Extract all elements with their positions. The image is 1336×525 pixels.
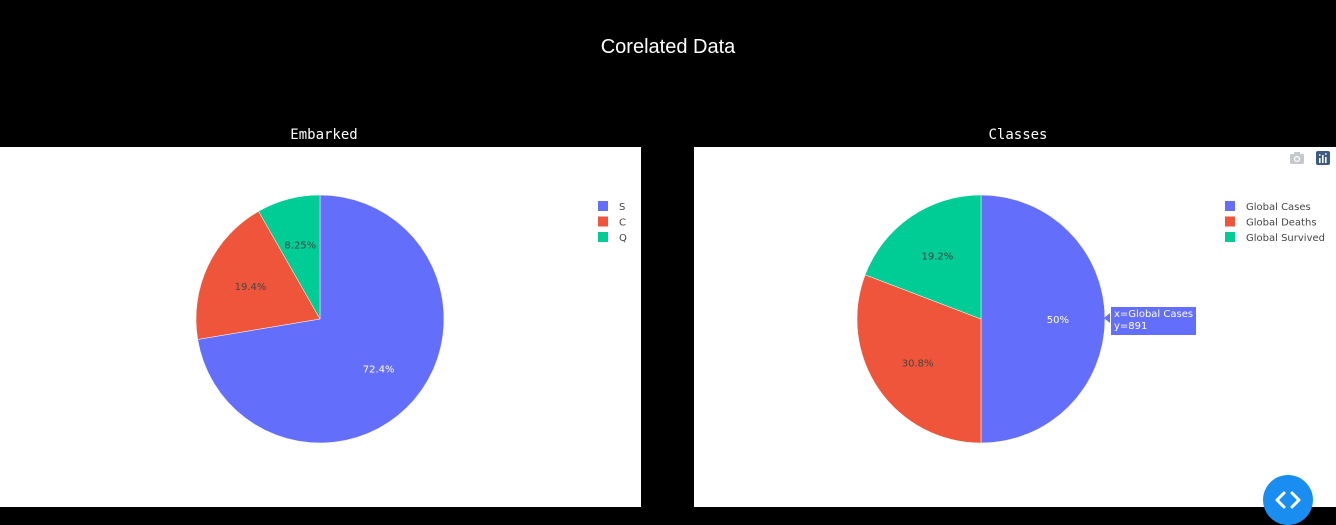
legend-swatch[interactable] <box>1225 201 1235 211</box>
embarked-chart-title: Embarked <box>290 127 358 143</box>
pie-slice-q[interactable] <box>258 194 321 320</box>
hover-line-x: x=Global Cases <box>1114 309 1194 320</box>
legend-swatch[interactable] <box>1225 232 1235 242</box>
embarked-chart-panel: 72.4% 19.4% 8.25% S C Q <box>0 147 641 507</box>
legend-item-label[interactable]: S <box>619 202 625 213</box>
slice-label: 8.25% <box>284 241 316 252</box>
classes-chart-panel: 50% 30.8% 19.2% Global Cases Global Deaths Gl… <box>694 147 1336 507</box>
pie-slice-s[interactable] <box>197 194 445 444</box>
code-toggle-icon <box>1275 491 1301 509</box>
legend-item-label[interactable]: Q <box>619 233 627 244</box>
slice-label: 30.8% <box>902 359 934 370</box>
legend-swatch[interactable] <box>598 232 608 242</box>
slice-label: 50% <box>1047 315 1069 326</box>
legend-item-label[interactable]: C <box>619 218 626 229</box>
plotly-logo-icon[interactable] <box>1316 151 1334 167</box>
slice-label: 72.4% <box>363 365 395 376</box>
legend-swatch[interactable] <box>598 216 608 227</box>
legend-swatch[interactable] <box>598 201 608 211</box>
pie-slice-global-deaths[interactable] <box>856 274 982 444</box>
legend-item-label[interactable]: Global Survived <box>1246 233 1325 244</box>
classes-pie-svg: 50% 30.8% 19.2% Global Cases Global Deaths Gl… <box>856 194 1325 444</box>
page-title: Corelated Data <box>600 36 736 58</box>
hover-line-y: y=891 <box>1114 321 1148 332</box>
hover-tooltip-pointer <box>1104 313 1110 323</box>
pie-slice-c[interactable] <box>195 210 321 340</box>
classes-chart-title: Classes <box>988 127 1048 143</box>
legend-item-label[interactable]: Global Deaths <box>1246 218 1317 229</box>
camera-icon[interactable] <box>1290 151 1308 167</box>
pie-slice-global-cases[interactable] <box>980 194 1106 444</box>
pie-slice-global-survived[interactable] <box>864 194 982 320</box>
legend-item-label[interactable]: Global Cases <box>1246 202 1311 213</box>
hover-tooltip: x=Global Cases y=891 <box>1110 306 1198 336</box>
code-toggle-button[interactable] <box>1263 475 1313 525</box>
embarked-pie-svg: 72.4% 19.4% 8.25% SCQ <box>195 194 627 444</box>
slice-label: 19.2% <box>921 252 953 263</box>
slice-label: 19.4% <box>235 282 267 293</box>
legend-swatch[interactable] <box>1225 216 1235 227</box>
